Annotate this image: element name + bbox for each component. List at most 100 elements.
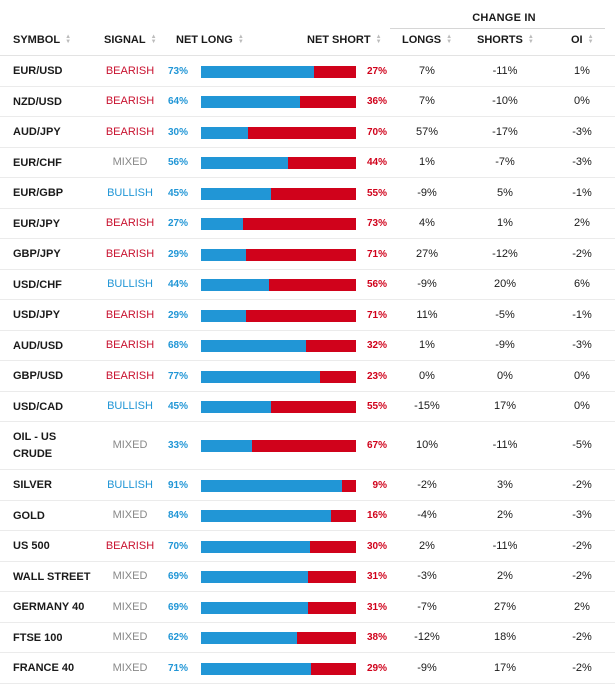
net-short-value: 31% [366,571,387,582]
signal-label: MIXED [112,600,148,613]
net-long-fill [201,309,246,322]
oi-change-value: -1% [572,186,592,199]
table-row[interactable]: WALL STREET MIXED 69% 31% -3% 2% -2% [0,562,615,592]
net-long-fill [201,126,248,139]
net-long-value: 69% [167,601,188,613]
sort-icon: ▲ ▼ [65,34,72,45]
table-row[interactable]: SILVER BULLISH 91% 9% -2% 3% -2% [0,470,615,501]
table-row[interactable]: GBP/JPY BEARISH 29% 71% 27% -12% -2% [0,239,615,270]
shorts-column-header[interactable]: SHORTS ▲ ▼ [477,34,534,46]
symbol-link[interactable]: EUR/JPY [13,217,61,230]
table-row[interactable]: EUR/USD BEARISH 73% 27% 7% -11% 1% [0,56,615,87]
table-row[interactable]: FTSE 100 MIXED 62% 38% -12% 18% -2% [0,623,615,653]
table-row[interactable]: AUD/USD BEARISH 68% 32% 1% -9% -3% [0,331,615,361]
net-position-bar [201,440,356,452]
net-long-column-header[interactable]: NET LONG ▲ ▼ [176,34,244,46]
table-row[interactable]: EUR/GBP BULLISH 45% 55% -9% 5% -1% [0,178,615,209]
shorts-change-value: -11% [492,64,518,77]
symbol-link[interactable]: GBP/USD [13,370,64,382]
symbol-link[interactable]: USD/CHF [13,278,62,291]
net-position-bar [201,401,356,413]
table-row[interactable]: EUR/CHF MIXED 56% 44% 1% -7% -3% [0,148,615,178]
net-short-value: 56% [366,279,387,290]
oi-column-header[interactable]: OI ▲ ▼ [571,34,594,46]
signal-column-header[interactable]: SIGNAL ▲ ▼ [104,34,157,46]
net-position-bar [201,279,356,291]
net-long-value: 91% [167,479,188,491]
net-position-bar [201,370,356,383]
net-position-bar [201,187,356,200]
symbol-link[interactable]: WALL STREET [13,570,91,583]
net-position-bar [201,510,356,522]
longs-change-value: 7% [419,95,435,107]
net-long-value: 73% [167,65,188,77]
symbol-link[interactable]: FTSE 100 [13,631,63,644]
symbol-link[interactable]: USD/JPY [13,309,61,321]
symbol-link[interactable]: EUR/CHF [13,156,62,169]
oi-column-label: OI [571,34,583,46]
symbol-link[interactable]: FRANCE 40 [13,662,75,674]
shorts-change-value: -12% [492,247,518,260]
shorts-change-value: -17% [492,125,518,138]
net-long-fill [201,96,301,108]
net-short-value: 71% [366,309,387,321]
sort-icon: ▲ ▼ [587,34,594,45]
table-row[interactable]: US 500 BEARISH 70% 30% 2% -11% -2% [0,531,615,562]
net-position-bar [201,157,356,169]
table-row[interactable]: GBP/USD BEARISH 77% 23% 0% 0% 0% [0,361,615,392]
longs-change-value: -9% [417,186,437,199]
symbol-link[interactable]: GBP/JPY [13,248,61,260]
change-in-group-label: CHANGE IN [472,12,536,24]
symbol-link[interactable]: GERMANY 40 [13,601,85,613]
net-long-value: 30% [167,126,188,138]
table-header: CHANGE IN SYMBOL ▲ ▼ SIGNAL ▲ ▼ NET LONG ▲… [0,0,615,56]
shorts-change-value: 2% [497,509,513,521]
oi-change-value: -5% [572,439,592,451]
net-long-value: 44% [167,279,188,290]
symbol-link[interactable]: EUR/GBP [13,187,64,199]
symbol-link[interactable]: SILVER [13,479,52,491]
net-short-value: 30% [366,540,387,552]
net-long-fill [201,510,332,522]
table-row[interactable]: EUR/JPY BEARISH 27% 73% 4% 1% 2% [0,209,615,239]
signal-label: BEARISH [105,539,155,552]
symbol-link[interactable]: OIL - US CRUDE [13,431,57,460]
symbol-link[interactable]: AUD/USD [13,339,64,352]
signal-label: MIXED [112,156,148,168]
sort-icon: ▲ ▼ [150,34,157,45]
net-long-value: 71% [167,662,188,674]
net-long-value: 70% [167,540,188,552]
symbol-column-header[interactable]: SYMBOL ▲ ▼ [13,34,71,46]
net-short-value: 55% [366,401,387,412]
symbol-link[interactable]: NZD/USD [13,95,62,108]
table-row[interactable]: NZD/USD BEARISH 64% 36% 7% -10% 0% [0,87,615,117]
net-position-bar [201,218,356,230]
shorts-change-value: 17% [493,661,517,674]
net-long-value: 27% [167,218,188,229]
table-row[interactable]: AUD/JPY BEARISH 30% 70% 57% -17% -3% [0,117,615,148]
symbol-link[interactable]: US 500 [13,540,50,552]
sort-icon: ▲ ▼ [446,34,453,45]
shorts-change-value: -5% [495,308,515,321]
table-row[interactable]: OIL - US CRUDE MIXED 33% 67% 10% -11% -5% [0,422,615,470]
longs-change-value: -7% [417,600,437,613]
table-row[interactable]: GOLD MIXED 84% 16% -4% 2% -3% [0,501,615,531]
table-row[interactable]: GERMANY 40 MIXED 69% 31% -7% 27% 2% [0,592,615,623]
net-short-column-header[interactable]: NET SHORT ▲ ▼ [307,34,382,46]
symbol-link[interactable]: USD/CAD [13,400,64,413]
oi-change-value: -3% [572,125,592,138]
table-row[interactable]: USD/CAD BULLISH 45% 55% -15% 17% 0% [0,392,615,422]
table-row[interactable]: USD/CHF BULLISH 44% 56% -9% 20% 6% [0,270,615,300]
oi-change-value: 2% [574,217,590,229]
oi-change-value: -2% [572,661,592,674]
table-row[interactable]: USD/JPY BEARISH 29% 71% 11% -5% -1% [0,300,615,331]
symbol-link[interactable]: EUR/USD [13,65,63,77]
shorts-change-value: 20% [493,278,517,290]
symbol-link[interactable]: AUD/JPY [13,126,61,138]
signal-label: BULLISH [107,478,153,491]
symbol-link[interactable]: GOLD [13,509,45,522]
net-position-bar [201,662,356,675]
net-short-value: 73% [366,218,387,229]
table-row[interactable]: FRANCE 40 MIXED 71% 29% -9% 17% -2% [0,653,615,684]
longs-column-header[interactable]: LONGS ▲ ▼ [402,34,452,46]
